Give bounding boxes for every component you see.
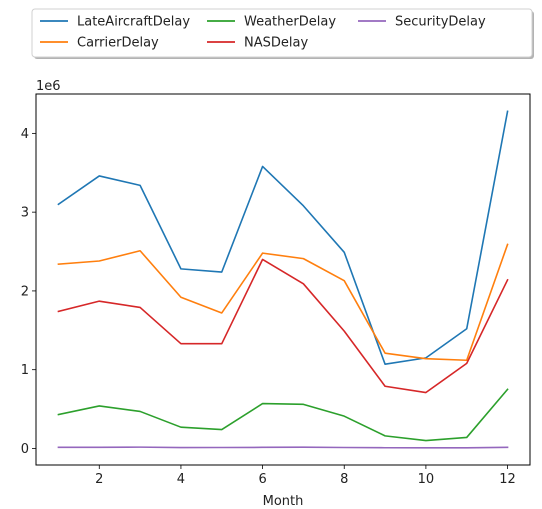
legend-label-2: WeatherDelay xyxy=(244,15,336,30)
x-tick-label: 2 xyxy=(95,472,103,487)
series-line-1 xyxy=(57,243,509,362)
x-tick-label: 8 xyxy=(340,472,348,487)
series-line-3 xyxy=(57,258,509,394)
legend: LateAircraftDelay CarrierDelay WeatherDela… xyxy=(31,8,534,59)
x-axis-label: Month xyxy=(263,494,304,509)
x-tick-label: 10 xyxy=(418,472,435,487)
y-tick-label: 4 xyxy=(21,127,29,142)
y-tick-label: 2 xyxy=(21,284,29,299)
series-line-0 xyxy=(57,110,509,365)
x-tick-label: 4 xyxy=(177,472,185,487)
legend-label-3: NASDelay xyxy=(244,36,308,51)
x-tick-label: 12 xyxy=(499,472,516,487)
y-tick-label: 0 xyxy=(21,442,29,457)
y-tick-label: 3 xyxy=(21,206,29,221)
x-tick-label: 6 xyxy=(258,472,266,487)
legend-label-4: SecurityDelay xyxy=(395,15,486,30)
y-scale-label: 1e6 xyxy=(36,79,61,94)
legend-label-1: CarrierDelay xyxy=(77,36,159,51)
series-line-2 xyxy=(57,388,509,442)
legend-frame xyxy=(31,8,533,58)
legend-label-0: LateAircraftDelay xyxy=(77,15,190,30)
series-layer xyxy=(57,110,509,449)
y-tick-label: 1 xyxy=(21,363,29,378)
plot-frame xyxy=(35,93,531,466)
series-line-4 xyxy=(57,446,509,449)
